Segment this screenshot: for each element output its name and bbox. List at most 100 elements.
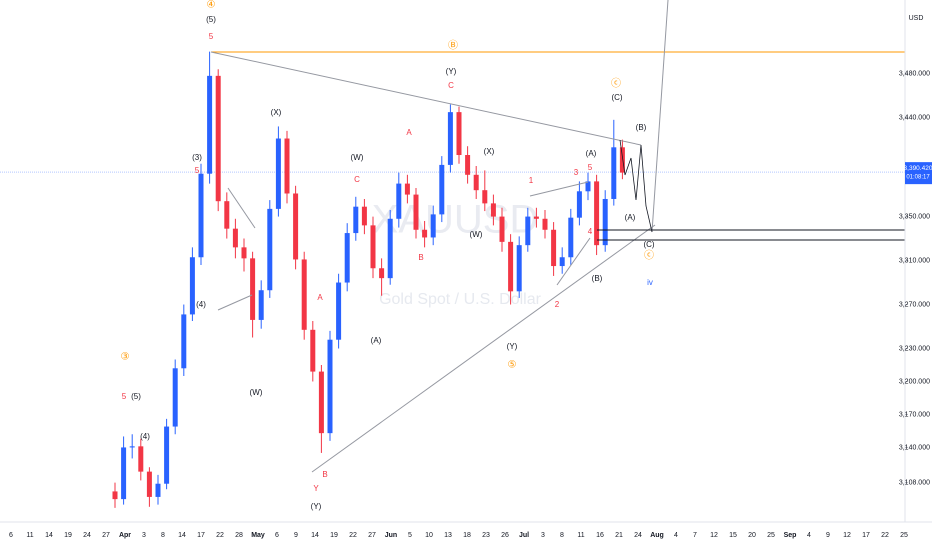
candle-body bbox=[146, 471, 152, 497]
wave-label: 1 bbox=[529, 176, 534, 185]
y-tick-label: 3,310.000 bbox=[899, 257, 930, 264]
y-tick-label: 3,200.000 bbox=[899, 378, 930, 385]
wave-label: 4 bbox=[588, 227, 593, 236]
candle-body bbox=[516, 245, 522, 292]
x-tick-label: 27 bbox=[102, 532, 110, 539]
last-price-label: 3,390.420 bbox=[904, 165, 932, 172]
x-tick-label: 26 bbox=[501, 532, 509, 539]
x-tick-label: 25 bbox=[767, 532, 775, 539]
y-tick-label: 3,480.000 bbox=[899, 71, 930, 78]
x-tick-label: Jun bbox=[385, 532, 397, 539]
x-tick-label: 6 bbox=[9, 532, 13, 539]
wave-label: Y bbox=[313, 484, 319, 493]
candle-body bbox=[482, 190, 488, 204]
candle-body bbox=[155, 483, 161, 497]
watermark-description: Gold Spot / U.S. Dollar bbox=[379, 291, 542, 308]
wave-label: (B) bbox=[636, 123, 647, 132]
candle-body bbox=[275, 138, 281, 209]
x-tick-label: 9 bbox=[294, 532, 298, 539]
y-tick-label: 3,170.000 bbox=[899, 411, 930, 418]
candle-body bbox=[198, 173, 204, 258]
wave-label: (4) bbox=[196, 300, 206, 309]
x-tick-label: 14 bbox=[178, 532, 186, 539]
x-tick-label: 8 bbox=[560, 532, 564, 539]
candle-body bbox=[473, 174, 479, 191]
x-tick-label: 12 bbox=[710, 532, 718, 539]
trend-line bbox=[210, 51, 642, 146]
candle-body bbox=[344, 233, 350, 283]
candle-body bbox=[361, 206, 367, 226]
candle-body bbox=[447, 112, 453, 165]
candle-body bbox=[112, 491, 118, 500]
candle-body bbox=[465, 155, 471, 175]
candle-body bbox=[525, 216, 531, 246]
x-tick-label: 4 bbox=[807, 532, 811, 539]
x-tick-label: 27 bbox=[368, 532, 376, 539]
wave-label: (A) bbox=[586, 149, 597, 158]
trend-line bbox=[227, 187, 256, 229]
trend-line bbox=[311, 224, 656, 473]
wave-label: ④ bbox=[207, 0, 216, 11]
wave-label: (A) bbox=[371, 336, 382, 345]
candle-body bbox=[568, 217, 574, 258]
candle-body bbox=[619, 147, 625, 173]
x-tick-label: 3 bbox=[541, 532, 545, 539]
x-tick-label: 4 bbox=[674, 532, 678, 539]
candle-body bbox=[430, 214, 436, 238]
candle-body bbox=[585, 181, 591, 192]
x-tick-label: 8 bbox=[161, 532, 165, 539]
candle-body bbox=[499, 216, 505, 242]
y-tick-label: 3,440.000 bbox=[899, 114, 930, 121]
x-tick-label: Jul bbox=[519, 532, 529, 539]
wave-label: B bbox=[418, 253, 423, 262]
wave-label: (W) bbox=[250, 388, 263, 397]
candle-body bbox=[181, 314, 187, 369]
candle-body bbox=[121, 447, 127, 500]
candle-body bbox=[207, 75, 213, 174]
candle-body bbox=[576, 191, 582, 218]
candle-body bbox=[370, 225, 376, 269]
candle-body bbox=[293, 193, 299, 260]
trend-line bbox=[217, 294, 253, 311]
x-tick-label: 10 bbox=[425, 532, 433, 539]
wave-label: (5) bbox=[131, 392, 141, 401]
trend-line bbox=[651, 0, 669, 233]
wave-label: iv bbox=[647, 278, 653, 287]
candle-body bbox=[250, 258, 256, 320]
candle-body bbox=[232, 228, 238, 248]
wave-label: (C) bbox=[643, 240, 654, 249]
wave-label: (X) bbox=[484, 147, 495, 156]
x-tick-label: 17 bbox=[862, 532, 870, 539]
candle-body bbox=[310, 329, 316, 372]
x-tick-label: 24 bbox=[634, 532, 642, 539]
x-tick-label: 15 bbox=[729, 532, 737, 539]
x-tick-label: May bbox=[251, 532, 265, 539]
candle-body bbox=[490, 203, 496, 217]
y-tick-label: 3,350.000 bbox=[899, 213, 930, 220]
wave-label: (Y) bbox=[446, 67, 457, 76]
wave-label: (5) bbox=[206, 15, 216, 24]
candle-body bbox=[353, 206, 359, 234]
candle-body bbox=[301, 259, 307, 330]
wave-label: (4) bbox=[140, 432, 150, 441]
candle-body bbox=[404, 183, 410, 195]
candle-body bbox=[164, 426, 170, 484]
y-tick-label: 3,140.000 bbox=[899, 444, 930, 451]
x-tick-label: 22 bbox=[216, 532, 224, 539]
x-tick-label: 11 bbox=[26, 532, 33, 539]
candle-body bbox=[422, 229, 428, 238]
x-tick-label: 19 bbox=[330, 532, 338, 539]
wave-label: (W) bbox=[351, 153, 364, 162]
candle-body bbox=[387, 218, 393, 279]
x-tick-label: 16 bbox=[596, 532, 604, 539]
wave-label: (C) bbox=[611, 93, 622, 102]
candle-body bbox=[508, 241, 514, 292]
x-tick-label: 28 bbox=[235, 532, 243, 539]
wave-label: A bbox=[317, 293, 323, 302]
wave-label: B bbox=[322, 470, 327, 479]
candle-body bbox=[542, 218, 548, 230]
x-tick-label: 14 bbox=[311, 532, 319, 539]
wave-label: (Y) bbox=[507, 342, 518, 351]
x-tick-label: 5 bbox=[408, 532, 412, 539]
